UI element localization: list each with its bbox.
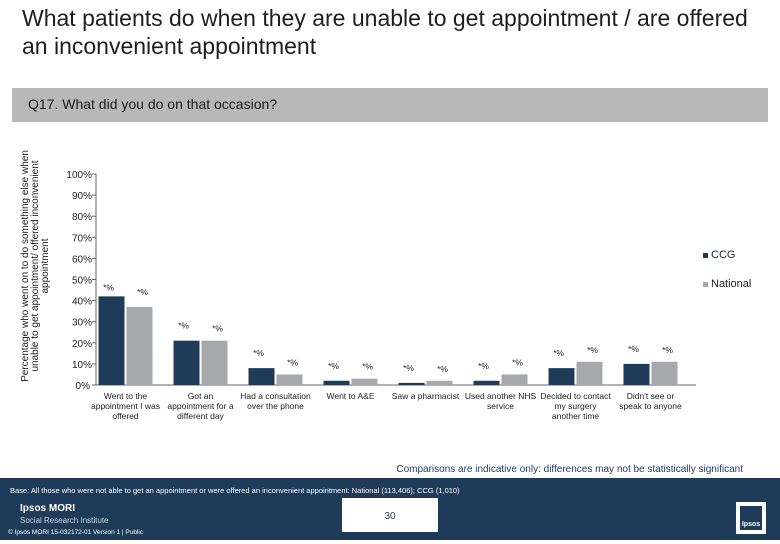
- question-banner: [12, 88, 768, 122]
- legend-item-national: National: [703, 278, 751, 290]
- y-tick-label: 50%: [72, 276, 92, 287]
- legend-swatch-national: [703, 281, 708, 287]
- bar-ccg-1: [173, 340, 200, 385]
- bar-national-5: [501, 374, 528, 385]
- data-label-ccg-4: *%: [403, 363, 414, 373]
- x-category-label: speak to anyone: [619, 401, 682, 411]
- legend-label-ccg: CCG: [711, 249, 736, 261]
- x-category-label: offered: [112, 411, 139, 421]
- data-label-ccg-1: *%: [178, 321, 189, 331]
- bar-ccg-6: [548, 368, 575, 385]
- y-tick-label: 60%: [72, 254, 92, 265]
- ipsos-logo: Ipsos: [736, 502, 766, 534]
- copyright-text: © Ipsos MORI 15-032172-01 Version 1 | Pu…: [8, 529, 144, 536]
- page-number: 30: [384, 511, 396, 522]
- data-label-ccg-5: *%: [478, 361, 489, 371]
- legend-item-ccg: CCG: [703, 249, 735, 261]
- base-note: Base: All those who were not able to get…: [10, 486, 460, 495]
- data-label-national-7: *%: [662, 345, 673, 355]
- data-label-ccg-0: *%: [103, 282, 114, 292]
- bar-ccg-5: [473, 380, 500, 385]
- y-tick-label: 30%: [72, 318, 92, 329]
- y-tick-label: 70%: [72, 233, 92, 244]
- legend-label-national: National: [711, 278, 752, 290]
- data-label-ccg-3: *%: [328, 361, 339, 371]
- question-text: Q17. What did you do on that occasion?: [28, 96, 278, 112]
- data-label-national-4: *%: [437, 364, 448, 374]
- data-label-national-3: *%: [362, 362, 373, 372]
- bar-ccg-0: [98, 296, 125, 385]
- y-tick-label: 90%: [72, 191, 92, 202]
- y-tick-label: 100%: [66, 170, 92, 181]
- bar-ccg-2: [248, 368, 275, 385]
- comparison-note: Comparisons are indicative only: differe…: [396, 464, 743, 475]
- y-tick-label: 10%: [72, 360, 92, 371]
- data-label-national-5: *%: [512, 357, 523, 367]
- data-label-ccg-6: *%: [553, 348, 564, 358]
- bar-national-2: [276, 374, 303, 385]
- x-category-label: Decided to contact: [540, 391, 611, 401]
- data-label-ccg-7: *%: [628, 344, 639, 354]
- brand-name: Ipsos MORI: [20, 503, 76, 514]
- x-category-label: over the phone: [247, 401, 304, 411]
- x-category-label: Used another NHS: [465, 391, 537, 401]
- data-label-national-6: *%: [587, 345, 598, 355]
- y-tick-label: 40%: [72, 297, 92, 308]
- data-label-ccg-2: *%: [253, 348, 264, 358]
- x-category-label: Had a consultation: [240, 391, 311, 401]
- x-category-label: appointment I was: [91, 401, 160, 411]
- data-label-national-0: *%: [137, 287, 148, 297]
- x-category-label: Went to A&E: [326, 391, 374, 401]
- bar-national-7: [651, 361, 678, 385]
- y-tick-label: 20%: [72, 339, 92, 350]
- bar-national-3: [351, 378, 378, 385]
- x-category-label: appointment for a: [167, 401, 233, 411]
- page-number-box: [342, 498, 438, 532]
- bar-ccg-4: [398, 382, 425, 385]
- data-label-national-1: *%: [212, 324, 223, 334]
- brand-subtitle: Social Research Institute: [20, 516, 109, 525]
- page-title: What patients do when they are unable to…: [22, 5, 748, 59]
- data-label-national-2: *%: [287, 357, 298, 367]
- x-category-label: different day: [177, 411, 224, 421]
- x-category-label: another time: [552, 411, 600, 421]
- x-category-label: my surgery: [554, 401, 597, 411]
- x-category-label: Didn't see or: [627, 391, 675, 401]
- x-category-label: Went to the: [104, 391, 148, 401]
- bar-national-0: [126, 306, 153, 385]
- y-tick-label: 80%: [72, 212, 92, 223]
- x-category-label: service: [487, 401, 514, 411]
- x-category-label: Got an: [188, 391, 214, 401]
- x-category-label: Saw a pharmacist: [392, 391, 460, 401]
- bar-national-4: [426, 380, 453, 385]
- y-tick-label: 0%: [76, 381, 91, 392]
- bar-ccg-7: [623, 363, 650, 385]
- bar-national-1: [201, 340, 228, 385]
- logo-text: Ipsos: [740, 506, 762, 530]
- bar-ccg-3: [323, 380, 350, 385]
- legend-swatch-ccg: [703, 252, 708, 258]
- bar-national-6: [576, 361, 603, 385]
